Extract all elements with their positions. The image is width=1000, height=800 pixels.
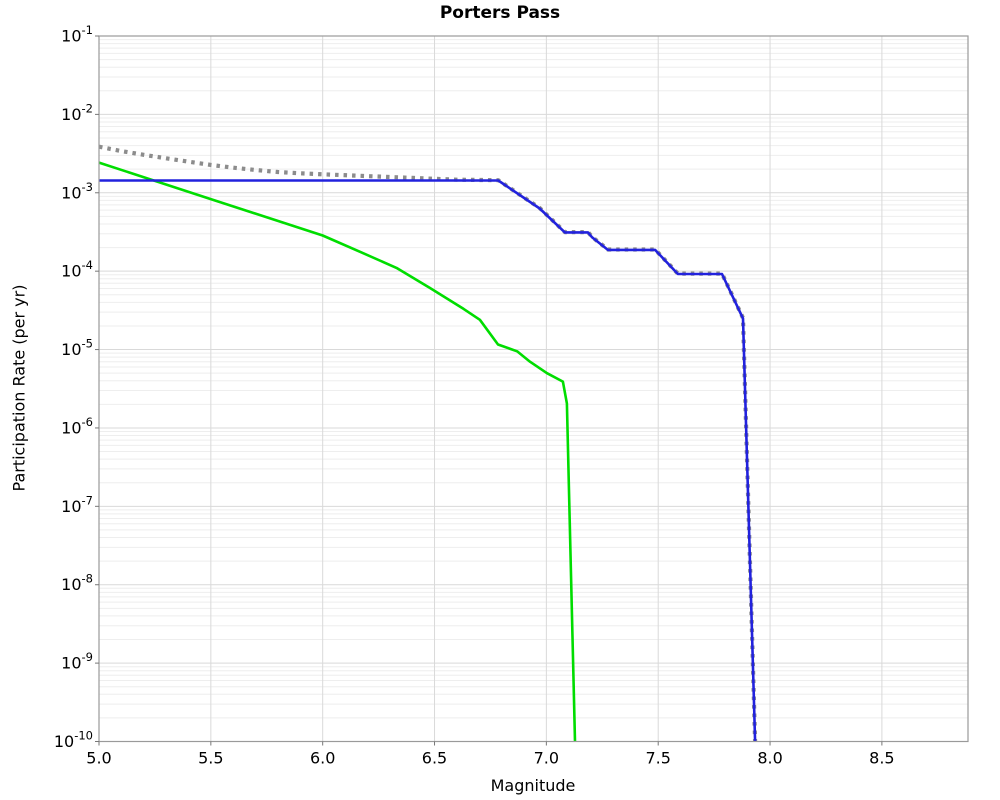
y-tick-label: 10-1 <box>61 23 93 46</box>
gridlines-major <box>98 35 968 742</box>
y-tick-label: 10-5 <box>61 337 93 360</box>
y-tick-label: 10-3 <box>61 180 93 203</box>
y-tick-label: 10-6 <box>61 415 93 438</box>
x-tick-label: 8.0 <box>757 749 782 768</box>
gridlines-minor <box>99 39 968 719</box>
series-lines <box>98 144 758 742</box>
y-axis-label: Participation Rate (per yr) <box>9 284 29 492</box>
y-tick-label: 10-9 <box>61 650 93 673</box>
x-tick-label: 6.5 <box>422 749 447 768</box>
y-tick-label: 10-7 <box>61 493 93 516</box>
x-axis-label: Magnitude <box>490 776 576 795</box>
x-tick-label: 5.5 <box>198 749 223 768</box>
x-tick-label: 6.0 <box>310 749 335 768</box>
y-tick-label: 10-4 <box>61 258 93 281</box>
tick-labels: 5.0 5.5 6.0 6.5 7.0 7.5 8.0 8.5 10-1 10-2 10-3 10-4… <box>54 23 895 768</box>
characteristic-curve-blue <box>99 179 757 742</box>
y-tick-label: 10-8 <box>61 572 93 595</box>
plot-border <box>98 35 969 743</box>
axes <box>95 35 969 746</box>
y-tick-label: 10-2 <box>61 101 93 124</box>
gr-curve-green <box>98 161 577 742</box>
x-tick-label: 7.0 <box>534 749 559 768</box>
x-tick-label: 8.5 <box>869 749 894 768</box>
x-tick-label: 5.0 <box>86 749 111 768</box>
chart-title: Porters Pass <box>439 3 561 23</box>
total-rate-dotted <box>98 144 758 742</box>
x-tick-label: 7.5 <box>645 749 670 768</box>
